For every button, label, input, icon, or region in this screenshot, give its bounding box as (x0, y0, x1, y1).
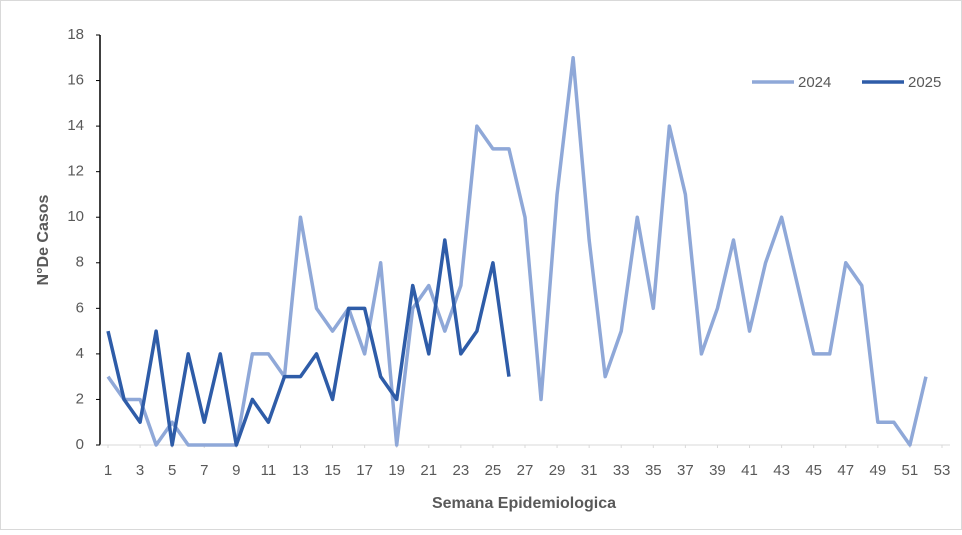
x-tick-label: 1 (104, 462, 112, 479)
x-tick-label: 23 (453, 462, 470, 479)
x-tick-label: 11 (261, 462, 277, 479)
x-tick-label: 49 (869, 462, 886, 479)
y-tick-label: 4 (76, 345, 84, 362)
x-tick-label: 31 (581, 462, 598, 479)
series-line (106, 56, 928, 447)
x-tick-label: 37 (677, 462, 694, 479)
x-tick-label: 9 (232, 462, 240, 479)
y-tick-label: 14 (67, 117, 84, 134)
x-tick-label: 41 (741, 462, 758, 479)
x-tick-label: 25 (485, 462, 502, 479)
x-tick-label: 21 (420, 462, 437, 479)
x-tick-label: 43 (773, 462, 790, 479)
y-tick-label: 2 (76, 390, 84, 407)
x-tick-label: 33 (613, 462, 630, 479)
x-tick-label: 53 (934, 462, 951, 479)
x-tick-label: 27 (517, 462, 534, 479)
x-tick-label: 29 (549, 462, 566, 479)
y-axis-label: N°De Casos (35, 194, 52, 285)
y-tick-label: 10 (67, 208, 84, 225)
x-tick-label: 47 (837, 462, 854, 479)
x-tick-label: 45 (805, 462, 822, 479)
x-tick-label: 17 (356, 462, 373, 479)
y-tick-label: 12 (67, 163, 84, 180)
y-tick-label: 16 (67, 72, 84, 89)
x-tick-label: 7 (200, 462, 208, 479)
series-line (106, 238, 511, 447)
legend-label: 2024 (798, 74, 831, 91)
x-tick-label: 13 (292, 462, 309, 479)
x-tick-label: 51 (902, 462, 919, 479)
x-tick-label: 5 (168, 462, 176, 479)
y-tick-label: 6 (76, 299, 84, 316)
y-tick-label: 8 (76, 254, 84, 271)
x-axis-label: Semana Epidemiologica (432, 495, 616, 512)
y-tick-label: 0 (76, 436, 84, 453)
x-tick-label: 19 (388, 462, 405, 479)
x-tick-label: 39 (709, 462, 726, 479)
y-tick-label: 18 (67, 26, 84, 43)
x-tick-label: 35 (645, 462, 662, 479)
x-tick-label: 3 (136, 462, 144, 479)
x-tick-label: 15 (324, 462, 341, 479)
legend-label: 2025 (908, 74, 941, 91)
